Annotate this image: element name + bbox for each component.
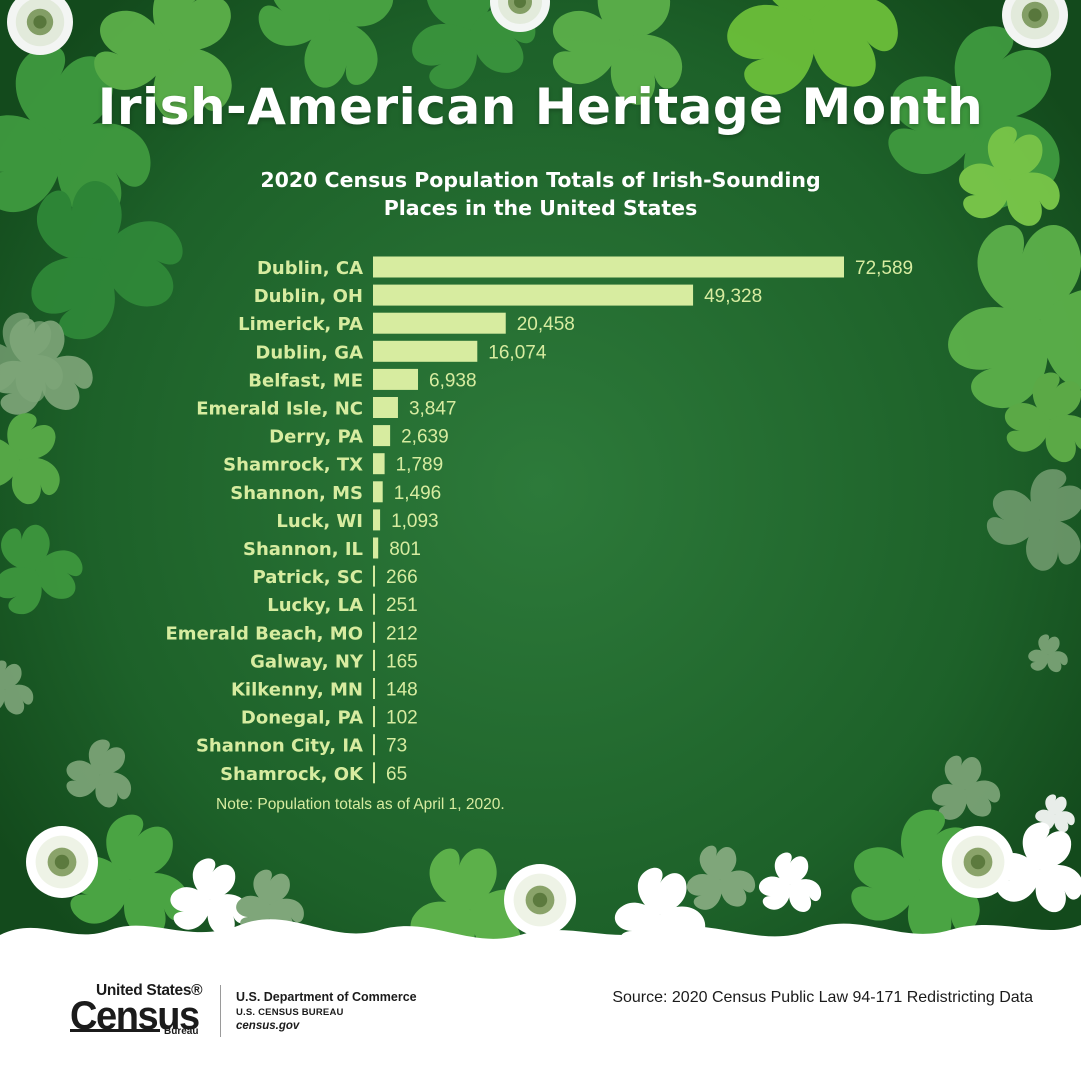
- logo-line-bureau: Bureau: [164, 1026, 199, 1037]
- department-name: U.S. Department of Commerce: [236, 990, 417, 1004]
- chart-subtitle-line1: 2020 Census Population Totals of Irish-S…: [260, 168, 821, 192]
- bar: [373, 368, 419, 390]
- category-label: Galway, NY: [250, 651, 364, 672]
- category-label: Shannon, IL: [243, 539, 363, 560]
- bar: [373, 649, 375, 671]
- value-label: 251: [386, 595, 418, 616]
- bar: [373, 593, 375, 615]
- value-label: 73: [386, 736, 407, 757]
- website-link[interactable]: census.gov: [236, 1020, 300, 1032]
- bar: [373, 397, 398, 418]
- category-label: Patrick, SC: [253, 567, 363, 588]
- census-logo[interactable]: United States® Census Bureau: [70, 982, 220, 1040]
- category-label: Dublin, CA: [257, 258, 363, 279]
- logo-line-united-states: United States®: [96, 982, 203, 999]
- bar: [373, 481, 383, 503]
- logo-underline: [70, 1029, 160, 1032]
- value-label: 2,639: [401, 427, 449, 448]
- value-label: 1,789: [396, 455, 444, 476]
- value-label: 49,328: [704, 286, 762, 307]
- bar: [373, 453, 385, 475]
- value-label: 6,938: [429, 370, 477, 391]
- category-label: Emerald Beach, MO: [166, 623, 363, 644]
- bar: [373, 256, 844, 278]
- value-label: 16,074: [488, 342, 547, 363]
- category-label: Shamrock, OK: [220, 764, 364, 785]
- category-label: Dublin, OH: [254, 286, 363, 307]
- bar: [373, 537, 379, 559]
- value-label: 1,093: [391, 511, 439, 532]
- value-label: 266: [386, 567, 418, 588]
- category-label: Shannon, MS: [230, 483, 363, 504]
- bar: [373, 706, 375, 728]
- category-label: Shannon City, IA: [196, 736, 363, 757]
- bar: [373, 425, 391, 447]
- category-label: Donegal, PA: [241, 708, 363, 729]
- value-label: 801: [389, 539, 421, 560]
- category-label: Shamrock, TX: [223, 455, 363, 476]
- value-label: 148: [386, 680, 418, 701]
- value-label: 102: [386, 708, 418, 729]
- category-label: Luck, WI: [276, 511, 363, 532]
- category-label: Derry, PA: [269, 427, 363, 448]
- category-label: Lucky, LA: [267, 595, 363, 616]
- bar: [373, 284, 694, 306]
- category-label: Belfast, ME: [248, 370, 363, 391]
- value-label: 165: [386, 651, 418, 672]
- page-title: Irish-American Heritage Month: [97, 78, 984, 136]
- category-label: Kilkenny, MN: [231, 680, 363, 701]
- value-label: 3,847: [409, 399, 457, 420]
- footer-divider: [220, 985, 221, 1037]
- bar: [373, 509, 381, 531]
- white-bottom-edge: [0, 919, 1081, 1081]
- value-label: 212: [386, 623, 418, 644]
- bar: [373, 340, 478, 362]
- chart-subtitle-line2: Places in the United States: [383, 196, 698, 220]
- category-label: Limerick, PA: [238, 314, 363, 335]
- bar: [373, 678, 375, 699]
- bar: [373, 312, 506, 334]
- bar: [373, 762, 375, 784]
- category-label: Emerald Isle, NC: [196, 399, 363, 420]
- category-label: Dublin, GA: [255, 342, 363, 363]
- value-label: 65: [386, 764, 407, 785]
- value-label: 20,458: [517, 314, 575, 335]
- chart-note: Note: Population totals as of April 1, 2…: [216, 796, 505, 813]
- bar: [373, 565, 375, 587]
- value-label: 72,589: [855, 258, 913, 279]
- bureau-name: U.S. CENSUS BUREAU: [236, 1007, 344, 1018]
- value-label: 1,496: [394, 483, 442, 504]
- bar: [373, 734, 375, 756]
- department-block: U.S. Department of Commerce U.S. CENSUS …: [236, 990, 417, 1032]
- bar: [373, 621, 375, 643]
- source-text: Source: 2020 Census Public Law 94-171 Re…: [612, 989, 1033, 1006]
